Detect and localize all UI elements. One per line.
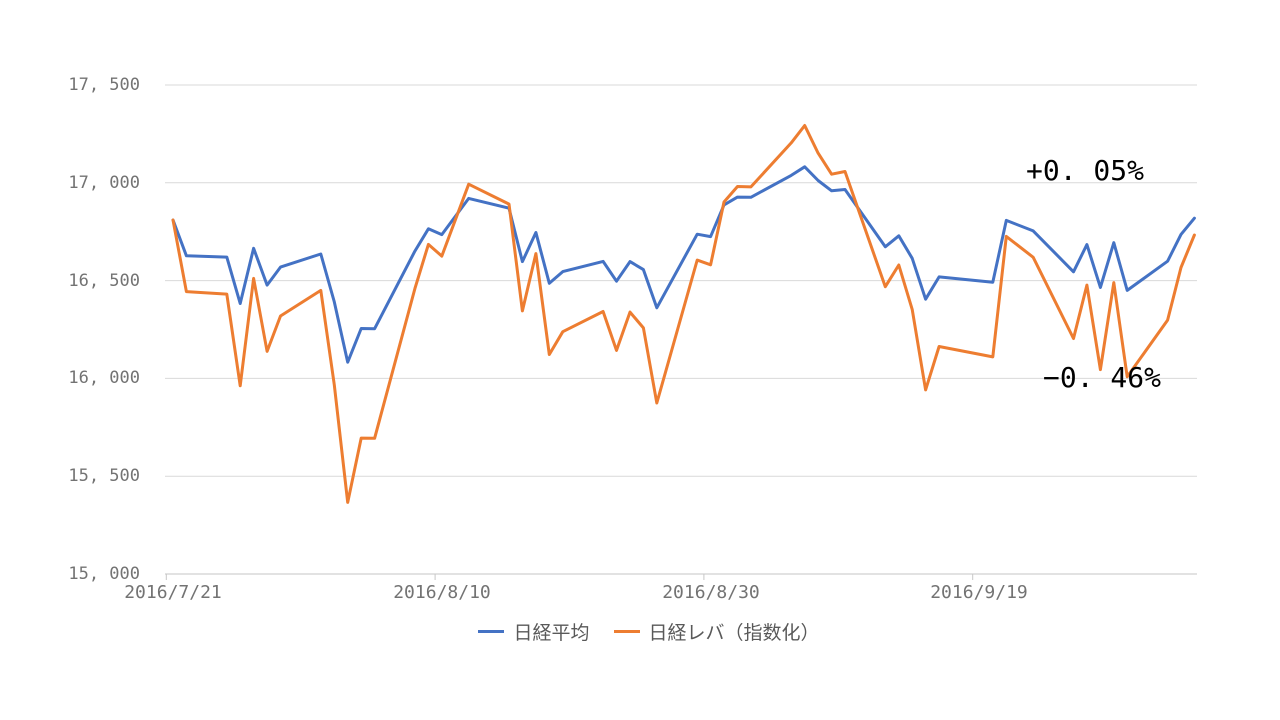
y-tick-label: 15, 000 [68, 564, 140, 584]
y-tick-label: 16, 500 [68, 271, 140, 291]
x-tick-label: 2016/7/21 [124, 582, 222, 603]
x-tick-label: 2016/8/10 [393, 582, 491, 603]
series-line-nikkei [171, 165, 1196, 364]
legend: 日経平均 日経レバ（指数化） [0, 617, 1280, 645]
annotation-leveraged-change: −0. 46% [1043, 361, 1162, 394]
legend-line-nikkei-icon [478, 629, 505, 633]
legend-line-leveraged-icon [613, 629, 640, 633]
series-line-leveraged [171, 124, 1196, 504]
legend-item-nikkei: 日経平均 [478, 618, 590, 645]
y-tick-label: 15, 500 [68, 466, 140, 486]
y-tick-label: 17, 000 [68, 173, 140, 193]
y-tick-label: 16, 000 [68, 368, 140, 388]
x-tick-label: 2016/8/30 [662, 582, 760, 603]
legend-label-nikkei: 日経平均 [513, 621, 590, 644]
annotation-nikkei-change: +0. 05% [1026, 154, 1145, 187]
y-tick-label: 17, 500 [68, 75, 140, 95]
legend-item-leveraged: 日経レバ（指数化） [613, 618, 820, 645]
x-tick-label: 2016/9/19 [930, 582, 1028, 603]
legend-label-leveraged: 日経レバ（指数化） [648, 621, 820, 644]
